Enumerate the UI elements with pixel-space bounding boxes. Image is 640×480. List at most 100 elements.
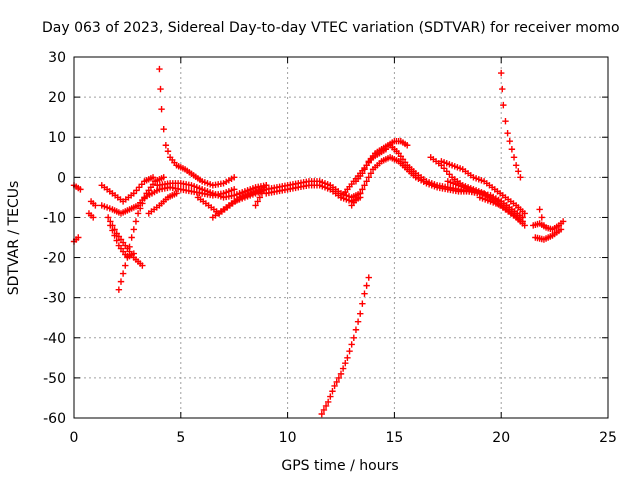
data-track — [438, 158, 528, 217]
data-point — [117, 278, 125, 285]
data-point — [160, 174, 167, 181]
data-point — [132, 218, 140, 225]
data-point — [122, 262, 129, 269]
y-axis-label: SDTVAR / TECUs — [6, 181, 22, 296]
data-track — [156, 65, 238, 189]
data-point — [365, 274, 372, 281]
data-point — [130, 250, 138, 257]
data-point — [77, 186, 84, 193]
data-point — [502, 117, 509, 125]
data-point — [508, 146, 516, 153]
data-point — [231, 186, 238, 193]
data-point — [348, 341, 355, 348]
data-point — [75, 234, 82, 241]
data-point — [254, 198, 261, 205]
data-track — [87, 198, 99, 209]
data-point — [90, 214, 97, 221]
data-point — [404, 142, 411, 149]
data-point — [139, 200, 146, 207]
data-track — [263, 178, 364, 201]
data-point — [337, 370, 345, 378]
data-point — [354, 194, 362, 201]
grid-lines — [74, 57, 608, 418]
data-point — [346, 347, 353, 355]
data-point — [324, 398, 332, 406]
data-point — [107, 222, 114, 229]
data-point — [382, 146, 390, 153]
data-point — [158, 105, 165, 113]
data-track — [318, 274, 372, 418]
data-point — [350, 334, 358, 341]
data-point — [111, 232, 118, 239]
data-point — [149, 174, 157, 181]
data-point — [134, 210, 142, 217]
data-point — [363, 282, 370, 289]
y-tick-label: -30 — [43, 291, 66, 307]
data-point — [504, 130, 511, 137]
data-point — [517, 174, 524, 181]
data-point — [498, 69, 505, 77]
data-point — [119, 270, 127, 277]
data-point — [342, 359, 349, 367]
data-point — [510, 154, 518, 161]
data-point — [367, 170, 375, 177]
data-point — [157, 85, 164, 93]
data-point — [113, 237, 120, 244]
data-point — [130, 226, 138, 233]
y-tick-label: 20 — [48, 90, 66, 106]
data-point — [515, 168, 522, 175]
data-point — [538, 214, 545, 221]
data-point — [357, 190, 364, 197]
data-point — [173, 190, 180, 197]
data-point — [359, 300, 366, 307]
data-point — [320, 406, 328, 414]
data-point — [333, 378, 340, 386]
data-track — [145, 190, 180, 217]
data-marks — [70, 65, 567, 418]
data-point — [335, 374, 343, 382]
x-tick-label: 15 — [385, 430, 403, 446]
data-track — [476, 194, 526, 225]
data-point — [162, 142, 170, 149]
data-point — [512, 162, 520, 169]
data-point — [126, 243, 133, 251]
y-tick-label: -10 — [43, 210, 66, 226]
data-point — [361, 182, 368, 189]
data-point — [344, 354, 351, 362]
data-point — [521, 222, 528, 229]
x-tick-label: 20 — [492, 430, 510, 446]
data-point — [559, 218, 567, 225]
data-point — [339, 365, 347, 372]
data-point — [506, 138, 513, 145]
data-point — [557, 226, 565, 233]
y-tick-label: 10 — [48, 130, 66, 146]
data-track — [154, 180, 270, 201]
data-point — [521, 210, 528, 217]
data-point — [357, 310, 364, 317]
data-track — [85, 210, 97, 221]
data-point — [359, 186, 366, 193]
plot-frame — [73, 56, 609, 419]
data-track — [536, 206, 548, 229]
data-point — [540, 222, 548, 229]
y-tick-label: 30 — [48, 50, 66, 66]
data-point — [109, 227, 116, 234]
axis-ticks: 0 5 10 15 20 25 30 20 10 0 -10 -20 -30 -40 -50 -60 — [43, 50, 617, 446]
x-tick-label: 10 — [279, 430, 297, 446]
x-axis-label: GPS time / hours — [281, 458, 398, 474]
x-tick-label: 0 — [70, 430, 79, 446]
data-track — [70, 234, 82, 245]
data-point — [327, 393, 334, 400]
data-point — [536, 206, 543, 213]
data-point — [318, 410, 325, 418]
x-tick-label: 5 — [176, 430, 185, 446]
y-tick-label: -60 — [43, 411, 66, 427]
data-track — [98, 174, 157, 205]
y-tick-label: -40 — [43, 331, 66, 347]
y-tick-label: -50 — [43, 371, 66, 387]
data-point — [329, 388, 336, 395]
data-point — [104, 214, 112, 221]
data-point — [164, 148, 172, 155]
data-point — [363, 178, 370, 185]
y-tick-label: 0 — [57, 170, 66, 186]
